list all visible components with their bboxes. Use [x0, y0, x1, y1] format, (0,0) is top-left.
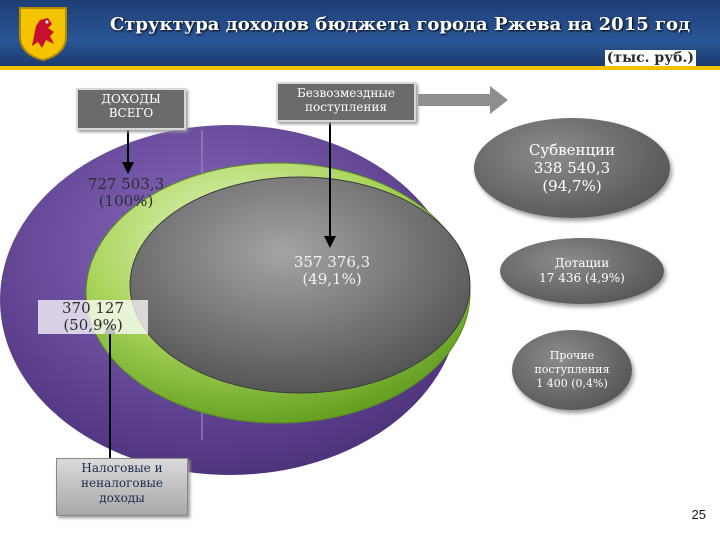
- header-stripe: [0, 66, 720, 70]
- total-box-line1: ДОХОДЫ: [101, 92, 161, 106]
- subsidies-line1: Дотации: [554, 256, 610, 270]
- subsidies-oval: Дотации 17 436 (4,9%): [500, 238, 664, 304]
- transfers-box: Безвозмездные поступления: [276, 82, 416, 122]
- tax-value-label: 370 127 (50,9%): [38, 300, 148, 334]
- page-title: Структура доходов бюджета города Ржева н…: [109, 14, 691, 35]
- total-revenue-box: ДОХОДЫ ВСЕГО: [76, 88, 186, 130]
- units-label: (тыс. руб.): [604, 50, 696, 66]
- transfers-pointer-arrow: [324, 236, 336, 248]
- tax-box-line2: неналоговые: [80, 476, 164, 490]
- subventions-oval: Субвенции 338 540,3 (94,7%): [474, 118, 670, 218]
- subventions-line1: Субвенции: [528, 141, 616, 159]
- subventions-line3: (94,7%): [542, 177, 602, 195]
- page-number: 25: [691, 507, 706, 522]
- transfers-value: 357 376,3: [293, 253, 371, 271]
- total-share: (100%): [98, 192, 154, 210]
- transfers-ellipse: [129, 176, 471, 394]
- tax-box-line3: доходы: [99, 491, 145, 505]
- subventions-line2: 338 540,3: [533, 159, 611, 177]
- tax-box-line1: Налоговые и: [81, 461, 163, 475]
- other-receipts-oval: Прочие поступления 1 400 (0,4%): [512, 330, 632, 410]
- transfers-box-line1: Безвозмездные: [296, 86, 395, 100]
- subsidies-line2: 17 436 (4,9%): [539, 271, 625, 285]
- transfers-box-line2: поступления: [305, 100, 387, 114]
- coat-of-arms-icon: [19, 7, 67, 62]
- other-line1: Прочие: [549, 349, 595, 362]
- total-value-label: 727 503,3 (100%): [66, 176, 186, 210]
- other-line3: 1 400 (0,4%): [536, 377, 608, 390]
- transfers-value-label: 357 376,3 (49,1%): [272, 254, 392, 288]
- tax-revenue-box: Налоговые и неналоговые доходы: [56, 458, 188, 516]
- total-value: 727 503,3: [87, 175, 165, 193]
- total-pointer-arrow: [122, 162, 134, 174]
- transfers-share: (49,1%): [302, 270, 362, 288]
- flow-arrow-body: [418, 94, 490, 106]
- total-box-line2: ВСЕГО: [108, 106, 154, 120]
- header-bar: [0, 0, 720, 68]
- tax-share: (50,9%): [63, 316, 123, 334]
- tax-value: 370 127: [61, 299, 125, 317]
- flow-arrow-head: [490, 86, 508, 114]
- other-line2: поступления: [534, 363, 610, 376]
